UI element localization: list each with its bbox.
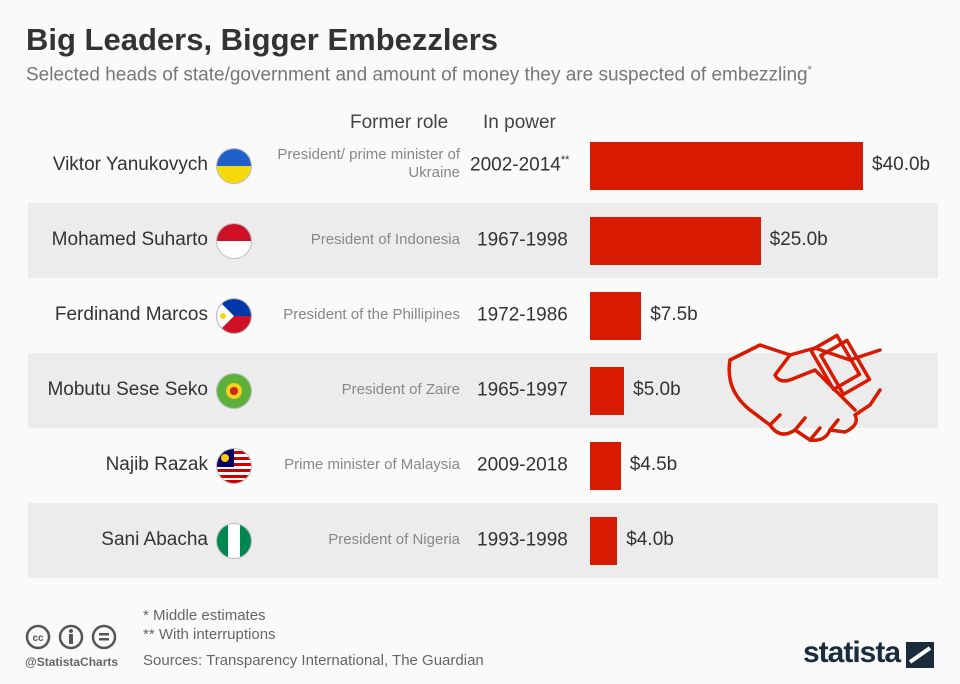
value-label: $4.5b xyxy=(629,454,678,475)
country-flag-icon xyxy=(216,373,252,409)
statista-handle: @StatistaCharts xyxy=(25,655,119,669)
row-1: Mohamed Suharto President of Indonesia 1… xyxy=(28,203,938,278)
leader-name: Mohamed Suharto xyxy=(51,229,208,250)
value-label: $40.0b xyxy=(872,154,931,175)
chart-title: Big Leaders, Bigger Embezzlers xyxy=(26,22,499,57)
row-0: Viktor Yanukovych President/ prime minis… xyxy=(28,128,938,203)
sources: Sources: Transparency International, The… xyxy=(143,652,484,669)
cc-license-icons: cc xyxy=(25,624,117,650)
value-label: $25.0b xyxy=(769,229,828,250)
chart-subtitle: Selected heads of state/government and a… xyxy=(26,64,812,86)
handshake-icon xyxy=(727,333,882,443)
former-role: President of Zaire xyxy=(341,381,460,398)
years-footnote-mark: ** xyxy=(560,154,570,166)
years-in-power: 1965-1997 xyxy=(477,379,568,401)
former-role: President of Nigeria xyxy=(328,531,460,548)
years-text: 1972-1986 xyxy=(477,304,568,326)
former-role: Prime minister of Malaysia xyxy=(284,456,460,473)
country-flag-icon xyxy=(216,448,252,484)
years-text: 2009-2018 xyxy=(477,454,568,476)
years-text: 1967-1998 xyxy=(477,229,568,251)
value-label: $5.0b xyxy=(633,379,681,400)
years-in-power: 2009-2018 xyxy=(477,454,568,476)
row-3: Mobutu Sese Seko President of Zaire 1965… xyxy=(28,353,938,428)
subtitle-footnote-mark: * xyxy=(807,64,812,76)
header-in-power: In power xyxy=(483,112,556,133)
statista-logo[interactable]: statista xyxy=(803,636,901,669)
years-text: 1965-1997 xyxy=(477,379,568,401)
row-4: Najib Razak Prime minister of Malaysia 2… xyxy=(28,428,938,503)
years-in-power: 2002-2014** xyxy=(470,154,569,176)
leader-name: Mobutu Sese Seko xyxy=(47,379,208,400)
footnote-middle-estimates: * Middle estimates xyxy=(143,607,266,624)
bar xyxy=(590,217,761,265)
row-5: Sani Abacha President of Nigeria 1993-19… xyxy=(28,503,938,578)
country-flag-icon xyxy=(216,298,252,334)
former-role: President of Indonesia xyxy=(310,231,460,248)
statista-logo-icon xyxy=(906,642,934,668)
footnote-interruptions: ** With interruptions xyxy=(143,626,276,643)
years-text: 2002-2014 xyxy=(470,154,561,176)
bar xyxy=(590,292,642,340)
subtitle-text: Selected heads of state/government and a… xyxy=(26,64,808,86)
bar xyxy=(590,517,618,565)
row-2: Ferdinand Marcos President of the Philli… xyxy=(28,278,938,353)
leader-name: Ferdinand Marcos xyxy=(54,304,208,325)
country-flag-icon xyxy=(216,148,252,184)
years-in-power: 1993-1998 xyxy=(477,529,568,551)
svg-text:cc: cc xyxy=(32,633,44,644)
value-label: $7.5b xyxy=(650,304,698,325)
country-flag-icon xyxy=(216,523,252,559)
former-role: President of the Phillipines xyxy=(283,306,460,323)
years-in-power: 1972-1986 xyxy=(477,304,568,326)
bar xyxy=(590,142,863,190)
bar xyxy=(590,367,625,415)
former-role: President/ prime minister of Ukraine xyxy=(277,146,460,181)
country-flag-icon xyxy=(216,223,252,259)
leader-name: Sani Abacha xyxy=(101,529,208,550)
bar xyxy=(590,442,621,490)
years-text: 1993-1998 xyxy=(477,529,568,551)
leader-name: Najib Razak xyxy=(105,454,208,475)
value-label: $4.0b xyxy=(626,529,674,550)
years-in-power: 1967-1998 xyxy=(477,229,568,251)
leader-name: Viktor Yanukovych xyxy=(52,154,208,175)
header-former-role: Former role xyxy=(350,112,449,133)
